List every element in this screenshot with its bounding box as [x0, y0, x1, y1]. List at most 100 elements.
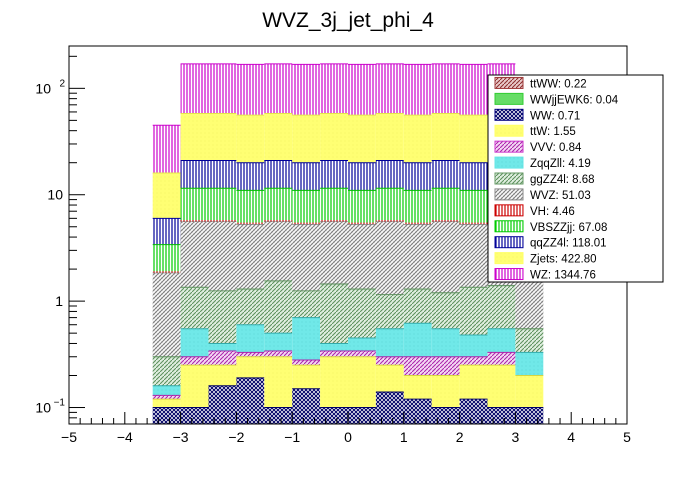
bar-vh-bin-6 — [320, 220, 348, 222]
legend-label-11: Zjets: 422.80 — [530, 254, 596, 266]
legend-swatch-11 — [494, 252, 524, 265]
bar-vvv-bin-9 — [403, 356, 432, 376]
bar-vh-bin-1 — [180, 220, 209, 222]
bar-ww-bin-5 — [292, 388, 321, 424]
bar-vbszzjj-bin-6 — [320, 188, 348, 222]
bar-ww-bin-6 — [320, 407, 348, 424]
bar-vbszzjj-bin-8 — [375, 188, 404, 222]
legend-label-2: WW: 0.71 — [530, 110, 580, 122]
bar-qqzz4l-bin-11 — [459, 162, 488, 191]
bar-vh-bin-11 — [459, 222, 488, 225]
bar-vh-bin-4 — [264, 220, 293, 222]
y-tick-exponent: 2 — [59, 78, 65, 89]
legend-swatch-0 — [494, 76, 524, 89]
bar-ww-bin-7 — [348, 407, 376, 424]
bar-ggzz4l-bin-13 — [515, 328, 544, 353]
bar-wvz-bin-4 — [264, 221, 293, 281]
bar-ww-bin-8 — [375, 391, 404, 424]
bar-vh-bin-8 — [375, 220, 404, 222]
x-tick-label: 4 — [567, 429, 575, 445]
bar-zqqzll-bin-13 — [515, 352, 544, 376]
bar-zqqzll-bin-10 — [431, 328, 460, 357]
bar-ggzz4l-bin-3 — [236, 289, 265, 325]
bar-zjets-bin-9 — [403, 115, 432, 163]
bar-ttw-bin-12 — [487, 365, 516, 408]
bar-zqqzll-bin-0 — [152, 385, 181, 396]
bar-zqqzll-bin-8 — [375, 328, 404, 357]
bar-zjets-bin-3 — [236, 115, 265, 163]
bar-vvv-bin-8 — [375, 356, 404, 366]
bar-wvz-bin-3 — [236, 224, 265, 290]
bar-vbszzjj-bin-1 — [180, 188, 209, 222]
bar-vh-bin-0 — [152, 271, 181, 273]
bar-vbszzjj-bin-3 — [236, 190, 265, 225]
bar-ggzz4l-bin-12 — [487, 285, 516, 329]
bar-ww-bin-4 — [264, 407, 293, 424]
bar-vvv-bin-5 — [292, 359, 321, 366]
bar-wz-bin-10 — [431, 63, 460, 114]
bar-ttw-bin-0 — [152, 399, 181, 408]
bar-ww-bin-0 — [152, 407, 181, 424]
bar-qqzz4l-bin-7 — [348, 162, 376, 191]
bar-vbszzjj-bin-10 — [431, 188, 460, 222]
x-tick-label: −3 — [173, 429, 189, 445]
legend-label-8: VH: 4.46 — [530, 206, 575, 218]
x-tick-label: −1 — [284, 429, 300, 445]
bar-qqzz4l-bin-0 — [152, 218, 181, 245]
bar-ttw-bin-4 — [264, 356, 293, 408]
bar-ww-bin-1 — [180, 407, 209, 424]
bar-zjets-bin-10 — [431, 113, 460, 161]
bar-wvz-bin-13 — [515, 275, 544, 329]
bar-vvv-bin-10 — [431, 356, 460, 376]
bar-zqqzll-bin-2 — [208, 343, 237, 351]
bar-zqqzll-bin-12 — [487, 328, 516, 353]
y-tick-label: 1 — [55, 293, 63, 309]
bar-ttw-bin-11 — [459, 365, 488, 400]
bar-vbszzjj-bin-0 — [152, 244, 181, 273]
x-tick-label: 3 — [512, 429, 520, 445]
bar-vh-bin-10 — [431, 220, 460, 222]
bar-vbszzjj-bin-7 — [348, 190, 376, 225]
bar-wz-bin-11 — [459, 64, 488, 116]
bar-wz-bin-5 — [292, 64, 321, 116]
bar-vvv-bin-6 — [320, 350, 348, 357]
bar-vh-bin-3 — [236, 222, 265, 225]
legend: ttWW: 0.22 WWjjEWK6: 0.04 WW: 0.71 ttW: 1.5… — [487, 74, 664, 283]
bar-wz-bin-4 — [264, 63, 293, 114]
legend-label-1: WWjjEWK6: 0.04 — [530, 94, 619, 106]
bar-zjets-bin-7 — [348, 115, 376, 163]
bar-ggzz4l-bin-9 — [403, 289, 432, 324]
bar-vvv-bin-3 — [236, 352, 265, 357]
bar-wz-bin-1 — [180, 63, 209, 114]
bar-ttw-bin-5 — [292, 365, 321, 389]
bar-ww-bin-3 — [236, 377, 265, 424]
bar-zjets-bin-0 — [152, 173, 181, 219]
legend-label-0: ttWW: 0.22 — [530, 78, 587, 90]
bar-zjets-bin-11 — [459, 115, 488, 163]
bar-qqzz4l-bin-9 — [403, 162, 432, 191]
legend-swatch-2 — [494, 108, 524, 121]
legend-label-12: WZ: 1344.76 — [530, 270, 596, 282]
bar-ggzz4l-bin-6 — [320, 283, 348, 344]
bar-zqqzll-bin-3 — [236, 324, 265, 353]
bar-wvz-bin-0 — [152, 272, 181, 357]
bar-ttw-bin-13 — [515, 375, 544, 408]
bar-vh-bin-2 — [208, 220, 237, 222]
bar-vvv-bin-1 — [180, 356, 209, 366]
bar-ggzz4l-bin-1 — [180, 287, 209, 329]
bar-qqzz4l-bin-3 — [236, 162, 265, 191]
bar-ggzz4l-bin-8 — [375, 294, 404, 329]
bar-vbszzjj-bin-2 — [208, 188, 237, 222]
bar-zqqzll-bin-9 — [403, 323, 432, 357]
bar-wz-bin-7 — [348, 64, 376, 116]
x-tick-label: 0 — [344, 429, 352, 445]
bar-qqzz4l-bin-6 — [320, 160, 348, 189]
legend-swatch-4 — [494, 140, 524, 153]
bar-zjets-bin-5 — [292, 115, 321, 163]
bar-wvz-bin-10 — [431, 221, 460, 293]
bar-vbszzjj-bin-5 — [292, 190, 321, 225]
bar-vvv-bin-2 — [208, 350, 237, 366]
bar-zqqzll-bin-7 — [348, 338, 376, 351]
legend-label-6: ggZZ4l: 8.68 — [530, 174, 595, 186]
bar-ttw-bin-8 — [375, 365, 404, 392]
